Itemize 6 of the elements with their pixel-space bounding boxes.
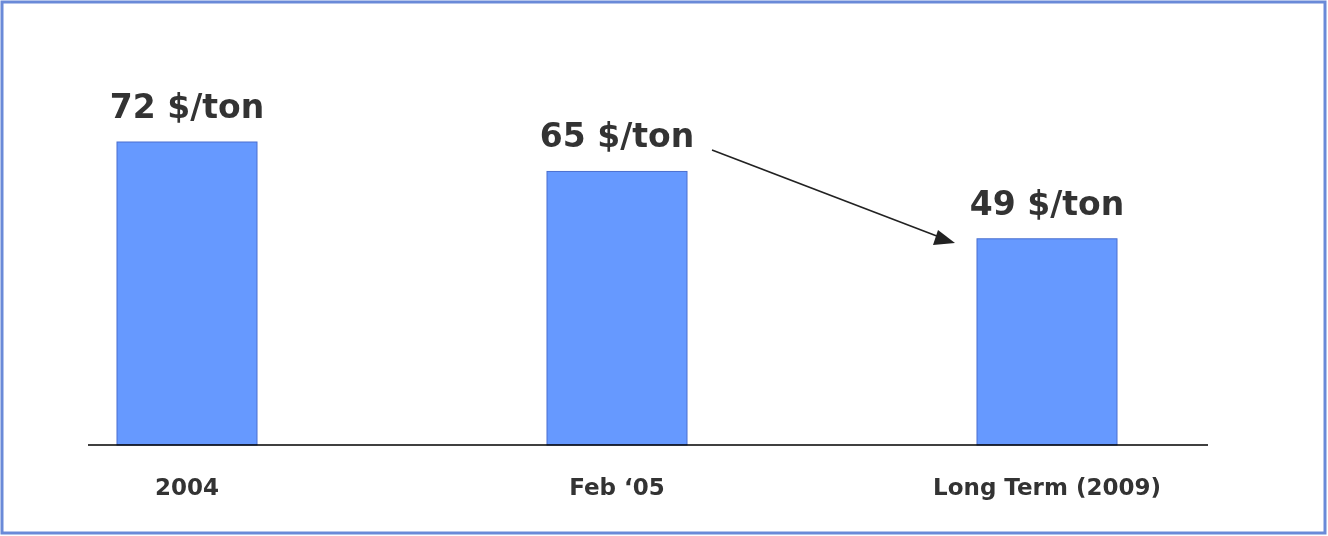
x-tick-label: 2004 xyxy=(154,474,220,500)
data-label: 49 $/ton xyxy=(969,183,1125,223)
data-label: 65 $/ton xyxy=(539,116,695,156)
x-tick-label: Feb ‘05 xyxy=(569,474,665,500)
x-tick-label: Long Term (2009) xyxy=(933,474,1161,500)
data-label: 72 $/ton xyxy=(109,87,265,126)
